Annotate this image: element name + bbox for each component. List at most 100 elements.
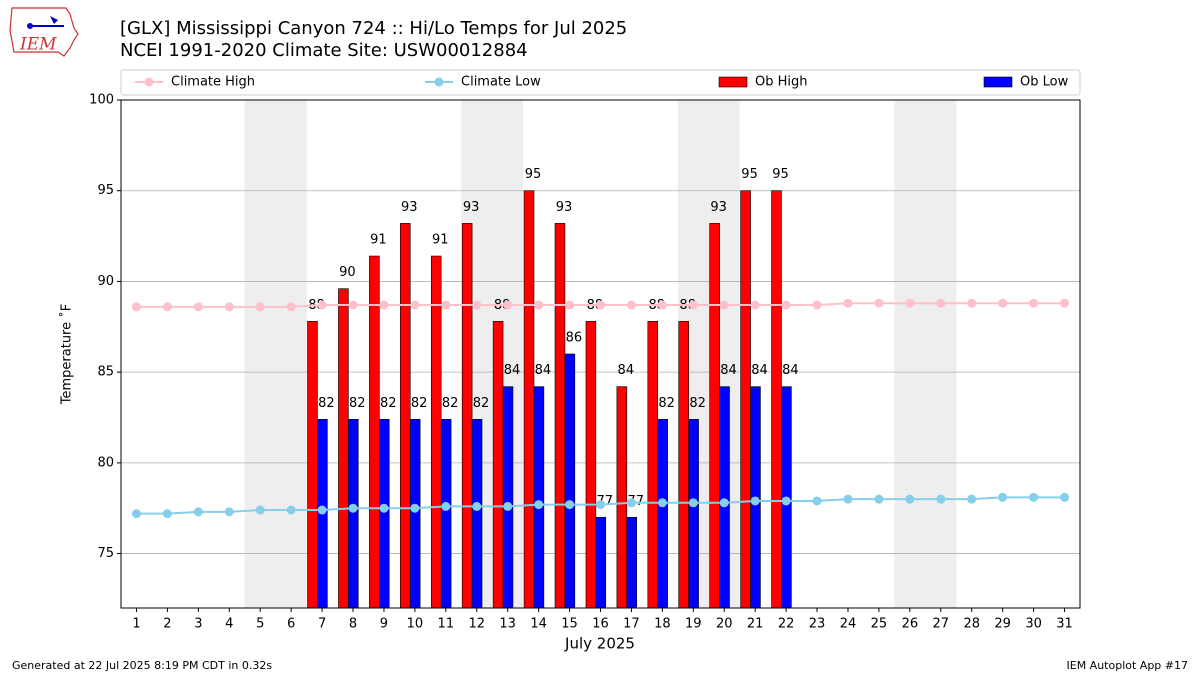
x-tick-label: 22 <box>778 617 795 632</box>
point <box>688 498 698 508</box>
point <box>286 505 296 515</box>
point <box>874 494 884 504</box>
bar <box>554 223 566 609</box>
point <box>255 505 265 515</box>
point <box>503 300 513 310</box>
point <box>967 494 977 504</box>
point <box>441 300 451 310</box>
legend-box <box>120 69 1081 96</box>
point <box>750 496 760 506</box>
value-label: 86 <box>566 331 583 346</box>
x-tick-label: 24 <box>840 617 857 632</box>
point <box>348 300 358 310</box>
x-tick-label: 1 <box>132 617 140 632</box>
point <box>750 300 760 310</box>
x-tick-label: 30 <box>1025 617 1042 632</box>
x-tick-label: 16 <box>592 617 609 632</box>
bar <box>678 321 689 609</box>
value-label: 84 <box>720 363 737 378</box>
point <box>998 492 1008 502</box>
bar <box>564 353 576 609</box>
point <box>905 298 915 308</box>
point <box>843 494 853 504</box>
point <box>936 494 946 504</box>
x-tick-label: 26 <box>902 617 919 632</box>
bar <box>492 321 504 609</box>
bar <box>369 255 380 609</box>
value-label: 82 <box>349 396 366 411</box>
bar <box>471 419 483 609</box>
y-axis-label: Temperature ˚F <box>59 304 75 405</box>
point <box>998 298 1008 308</box>
point <box>410 300 420 310</box>
point <box>503 501 513 511</box>
bar <box>585 321 597 609</box>
bar <box>533 386 545 609</box>
logo-flag <box>50 16 58 24</box>
point <box>410 503 420 513</box>
point <box>193 302 203 312</box>
bar <box>719 386 730 609</box>
x-tick-label: 2 <box>163 617 171 632</box>
value-label: 95 <box>772 167 789 182</box>
bar <box>523 190 535 609</box>
x-tick-label: 6 <box>287 617 295 632</box>
point <box>1060 298 1070 308</box>
point <box>812 300 822 310</box>
point <box>781 496 791 506</box>
point <box>286 302 296 312</box>
value-label: 84 <box>782 363 799 378</box>
chart-title: [GLX] Mississippi Canyon 724 :: Hi/Lo Te… <box>120 18 627 39</box>
point <box>224 507 234 517</box>
bar <box>771 190 782 609</box>
bar <box>647 321 659 609</box>
value-label: 82 <box>658 396 675 411</box>
y-tick-label: 95 <box>97 183 114 198</box>
x-tick-label: 7 <box>318 617 326 632</box>
weekend-shade <box>894 100 926 608</box>
point <box>131 509 141 519</box>
legend-marker <box>144 77 154 87</box>
value-label: 82 <box>473 396 490 411</box>
logo-outline <box>9 7 79 57</box>
point <box>596 300 605 310</box>
legend-label: Ob Low <box>1020 75 1069 90</box>
logo-text: IEM <box>19 35 57 55</box>
x-tick-label: 14 <box>530 617 547 632</box>
y-tick-label: 80 <box>97 455 114 470</box>
plot-frame <box>120 99 1081 609</box>
x-tick-label: 13 <box>499 617 516 632</box>
bar <box>400 223 411 609</box>
bar <box>616 386 628 609</box>
bar <box>461 223 473 609</box>
legend-label: Climate Low <box>461 75 541 90</box>
value-label: 95 <box>741 167 758 182</box>
x-tick-label: 12 <box>468 617 485 632</box>
bar <box>409 419 421 609</box>
x-tick-label: 15 <box>561 617 578 632</box>
point <box>348 503 358 513</box>
x-tick-label: 18 <box>654 617 671 632</box>
bar <box>502 386 514 609</box>
legend-label: Ob High <box>755 75 808 90</box>
value-label: 91 <box>370 233 387 248</box>
x-tick-label: 17 <box>623 617 640 632</box>
value-label: 84 <box>504 363 521 378</box>
x-tick-label: 20 <box>716 617 733 632</box>
y-tick-label: 100 <box>89 93 114 108</box>
x-tick-label: 23 <box>809 617 826 632</box>
value-label: 82 <box>689 396 706 411</box>
point <box>131 302 141 312</box>
y-tick-label: 90 <box>97 274 114 289</box>
point <box>472 501 482 511</box>
point <box>657 300 667 310</box>
x-tick-label: 9 <box>380 617 388 632</box>
y-tick-label: 85 <box>97 365 114 380</box>
point <box>1029 298 1039 308</box>
x-tick-label: 11 <box>438 617 455 632</box>
legend-marker <box>434 77 444 87</box>
x-tick-label: 21 <box>747 617 764 632</box>
weekend-shade <box>275 100 307 608</box>
